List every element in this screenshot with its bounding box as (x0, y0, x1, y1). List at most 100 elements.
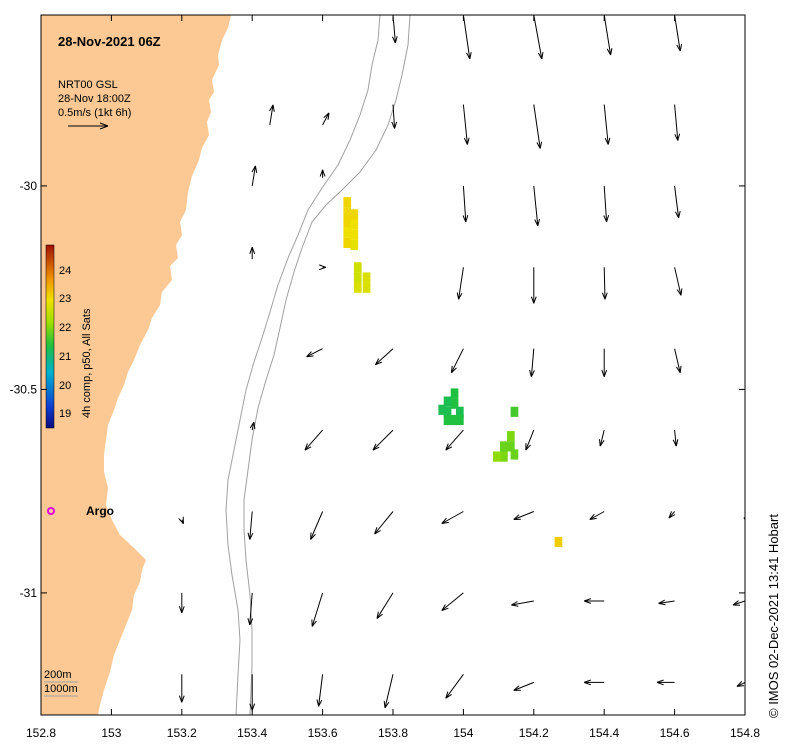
current-vector (383, 674, 394, 709)
current-vector (668, 511, 676, 519)
current-vector (441, 592, 464, 611)
current-vector (372, 429, 394, 451)
colorbar-ticks: 24 23 22 21 20 19 (59, 265, 71, 420)
current-vector (304, 429, 323, 451)
current-vector (445, 429, 464, 451)
current-vector (247, 592, 254, 626)
current-vector (311, 592, 324, 627)
sst-cell (500, 441, 508, 452)
current-vector (249, 247, 256, 260)
current-vector (462, 104, 470, 145)
current-vector (736, 681, 745, 687)
current-vector (525, 429, 535, 451)
sst-cell (456, 414, 464, 426)
vector-legend-line1: NRT00 GSL (58, 79, 118, 91)
current-vector (178, 516, 184, 525)
current-vector (310, 511, 324, 540)
current-vector (603, 15, 613, 56)
current-vector (530, 267, 537, 304)
sst-cell (510, 406, 519, 417)
x-tick-label: 153.6 (308, 726, 338, 740)
sst-cell (362, 272, 371, 283)
sst-cell (443, 396, 452, 407)
sst-cell (343, 227, 352, 238)
land-mass (41, 15, 231, 715)
sst-cell (450, 398, 459, 409)
plot-area (41, 15, 745, 715)
current-vector (529, 348, 535, 377)
current-vector (450, 348, 464, 374)
colorbar-tick: 21 (59, 351, 71, 363)
current-vector (674, 348, 682, 373)
depth-legend-200m: 200m (44, 669, 72, 681)
x-tick-label: 154.4 (589, 726, 619, 740)
sst-cell (500, 451, 508, 462)
current-vector (513, 681, 534, 691)
current-vector (533, 104, 543, 149)
current-vector (178, 592, 185, 614)
current-vector (511, 600, 534, 607)
current-vector (376, 592, 394, 619)
sst-cell (554, 536, 563, 548)
sst-cell (456, 406, 464, 417)
current-vector (674, 15, 683, 52)
colorbar-tick: 20 (59, 380, 71, 392)
sst-cell (343, 217, 352, 228)
sst-cell (510, 449, 519, 460)
current-vector (584, 598, 605, 604)
current-vectors (178, 15, 745, 711)
x-tick-label: 154 (453, 726, 473, 740)
x-tick-label: 153.8 (378, 726, 408, 740)
current-vector (441, 511, 464, 524)
current-vector (462, 15, 472, 60)
y-tick-label: -30.5 (10, 382, 38, 396)
map-title: 28-Nov-2021 06Z (58, 34, 161, 49)
colorbar-label: 4h comp, p50, All Sats (81, 308, 93, 418)
sst-cell (362, 282, 371, 293)
sst-cell (343, 237, 352, 248)
vector-legend-line2: 28-Nov 18:00Z (58, 93, 131, 105)
current-vector (584, 679, 605, 686)
current-vector (674, 104, 681, 141)
colorbar-tick: 19 (59, 408, 71, 420)
argo-float-marker[interactable] (47, 507, 55, 515)
colorbar-tick: 22 (59, 322, 71, 334)
current-vector (306, 348, 323, 358)
sst-cell (507, 431, 515, 442)
current-vector (269, 104, 275, 125)
current-vector (462, 185, 469, 223)
current-vector (658, 599, 675, 606)
sst-cell (353, 282, 362, 293)
colorbar-tick: 24 (59, 265, 71, 277)
sst-cell (350, 239, 359, 251)
current-vector (601, 348, 608, 377)
current-vector (251, 165, 258, 186)
current-vector (589, 511, 605, 520)
vector-scale-arrow (68, 122, 109, 130)
current-vector (674, 267, 683, 296)
contour-200m (225, 15, 381, 715)
current-vector (672, 430, 679, 447)
current-vector (319, 169, 326, 178)
sst-cell (350, 209, 359, 220)
current-vector (319, 264, 326, 271)
sst-cell (343, 197, 352, 208)
current-vector (513, 511, 534, 520)
current-vector (533, 185, 540, 227)
current-vector (322, 112, 330, 126)
current-vector (732, 600, 745, 606)
current-vector (445, 674, 464, 699)
argo-label: Argo (86, 504, 114, 518)
sst-cell (443, 406, 452, 417)
x-tick-label: 154.2 (519, 726, 549, 740)
x-tick-label: 154.8 (730, 726, 760, 740)
sst-cell (353, 272, 362, 283)
current-vector (603, 185, 610, 223)
x-tick-label: 154.6 (660, 726, 690, 740)
depth-legend-1000m: 1000m (44, 683, 78, 695)
current-vector (391, 104, 398, 129)
x-axis: 152.8 153 153.2 153.4 153.6 153.8 154 154.2 154.… (26, 15, 760, 740)
x-tick-label: 152.8 (26, 726, 56, 740)
current-vector (599, 429, 605, 447)
contour-1000m (243, 15, 411, 715)
